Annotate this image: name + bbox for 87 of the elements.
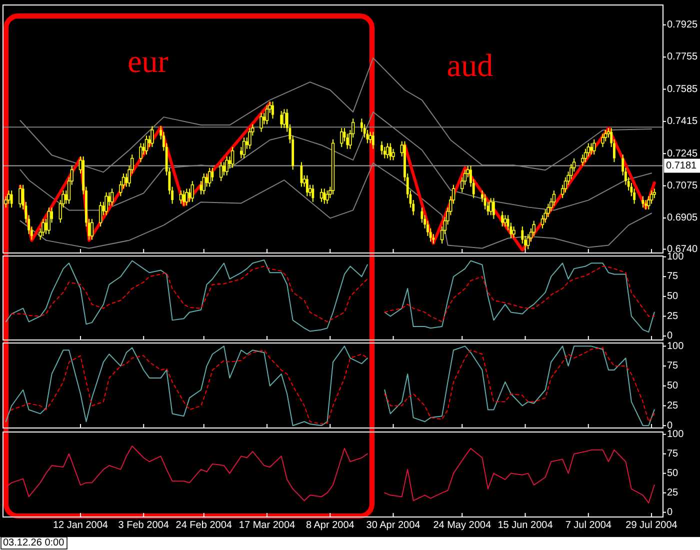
- y-tick-label: 0: [667, 506, 673, 518]
- line-series: [20, 162, 652, 249]
- y-tick-label: 0.7925: [667, 20, 698, 31]
- candlestick: [389, 142, 392, 161]
- x-tick-label: 24 May 2004: [433, 520, 492, 531]
- candlestick: [225, 156, 228, 176]
- x-tick-label: 24 Feb 2004: [176, 520, 232, 531]
- y-tick-label: 25: [667, 487, 679, 498]
- y-tick-label: 0: [667, 330, 673, 342]
- x-tick-label: 29 Jul 2004: [626, 520, 678, 531]
- annotation: eur: [128, 43, 169, 79]
- candlestick: [501, 210, 504, 227]
- candlestick: [504, 214, 507, 227]
- candlestick: [179, 190, 183, 204]
- y-tick-label: 75: [667, 271, 679, 282]
- candlestick: [47, 207, 51, 235]
- candlestick: [10, 190, 13, 208]
- y-tick-label: 100: [667, 251, 684, 262]
- candlestick: [7, 190, 10, 204]
- candlestick: [18, 184, 22, 208]
- x-tick-label: 15 Jun 2004: [498, 520, 554, 531]
- candlestick: [185, 188, 188, 206]
- candlestick: [190, 180, 194, 202]
- candlestick: [125, 172, 128, 188]
- y-tick-label: 0.7415: [667, 116, 698, 128]
- candlestick: [280, 110, 283, 129]
- y-tick-label: 0.6905: [667, 212, 698, 224]
- candlestick: [142, 142, 145, 156]
- candlestick: [592, 138, 596, 156]
- y-tick-label: 50: [667, 380, 679, 392]
- candlestick: [306, 174, 308, 197]
- y-tick-label: 75: [667, 360, 679, 372]
- candlestick: [98, 201, 102, 227]
- y-tick-label: 50: [667, 291, 679, 302]
- candlestick: [219, 162, 223, 182]
- x-tick-label: 17 Mar 2004: [238, 520, 296, 531]
- candlestick: [601, 133, 604, 148]
- y-tick-label: 25: [667, 400, 679, 412]
- candlestick: [386, 142, 390, 159]
- candlestick: [110, 188, 114, 206]
- y-tick-label: 0.7585: [667, 84, 698, 95]
- x-tick-label: 30 Apr 2004: [366, 520, 421, 531]
- candlestick: [300, 162, 303, 188]
- y-tick-label: 0: [667, 420, 673, 432]
- candlestick: [323, 188, 326, 204]
- candlestick: [320, 188, 324, 202]
- candlestick: [242, 137, 246, 159]
- candlestick: [139, 142, 142, 163]
- candlestick: [90, 218, 94, 240]
- candlestick: [642, 196, 644, 208]
- candlestick: [326, 190, 329, 204]
- candlestick: [282, 108, 286, 129]
- x-tick-label: 7 Jul 2004: [565, 520, 612, 531]
- candlestick: [150, 126, 154, 148]
- candlestick: [104, 192, 108, 216]
- x-tick-label: 3 Feb 2004: [118, 520, 170, 531]
- candlestick: [340, 128, 344, 148]
- y-tick-label: 0.7075: [667, 180, 698, 192]
- y-tick-label: 0.7245: [667, 148, 698, 160]
- x-tick-label: 8 Apr 2004: [306, 520, 355, 531]
- candlestick: [312, 184, 314, 202]
- y-tick-label: 100: [667, 428, 684, 440]
- candlestick: [202, 172, 206, 195]
- candlestick: [230, 146, 234, 168]
- y-tick-label: 75: [667, 448, 679, 460]
- candlestick: [182, 190, 185, 206]
- text: 03.12.26 0:00: [3, 538, 65, 549]
- candlestick: [380, 140, 383, 156]
- candlestick: [272, 101, 274, 120]
- candlestick: [489, 198, 492, 216]
- candlestick: [492, 198, 495, 220]
- candlestick: [372, 131, 374, 150]
- annotation: aud: [446, 47, 494, 83]
- y-tick-label: 100: [667, 340, 684, 352]
- y-tick-label: 50: [667, 468, 679, 479]
- candlestick: [248, 128, 252, 150]
- candlestick: [512, 226, 516, 238]
- x-tick-label: 12 Jan 2004: [52, 520, 108, 531]
- y-tick-label: 0.7755: [667, 52, 698, 63]
- candlestick: [590, 142, 592, 156]
- candlestick: [260, 112, 263, 132]
- candlestick: [42, 218, 45, 236]
- candlestick: [265, 104, 269, 125]
- y-tick-label: 25: [667, 310, 679, 322]
- candlestick: [144, 135, 148, 156]
- ref-line-label: 0.7181: [666, 160, 698, 172]
- candlestick: [208, 167, 212, 188]
